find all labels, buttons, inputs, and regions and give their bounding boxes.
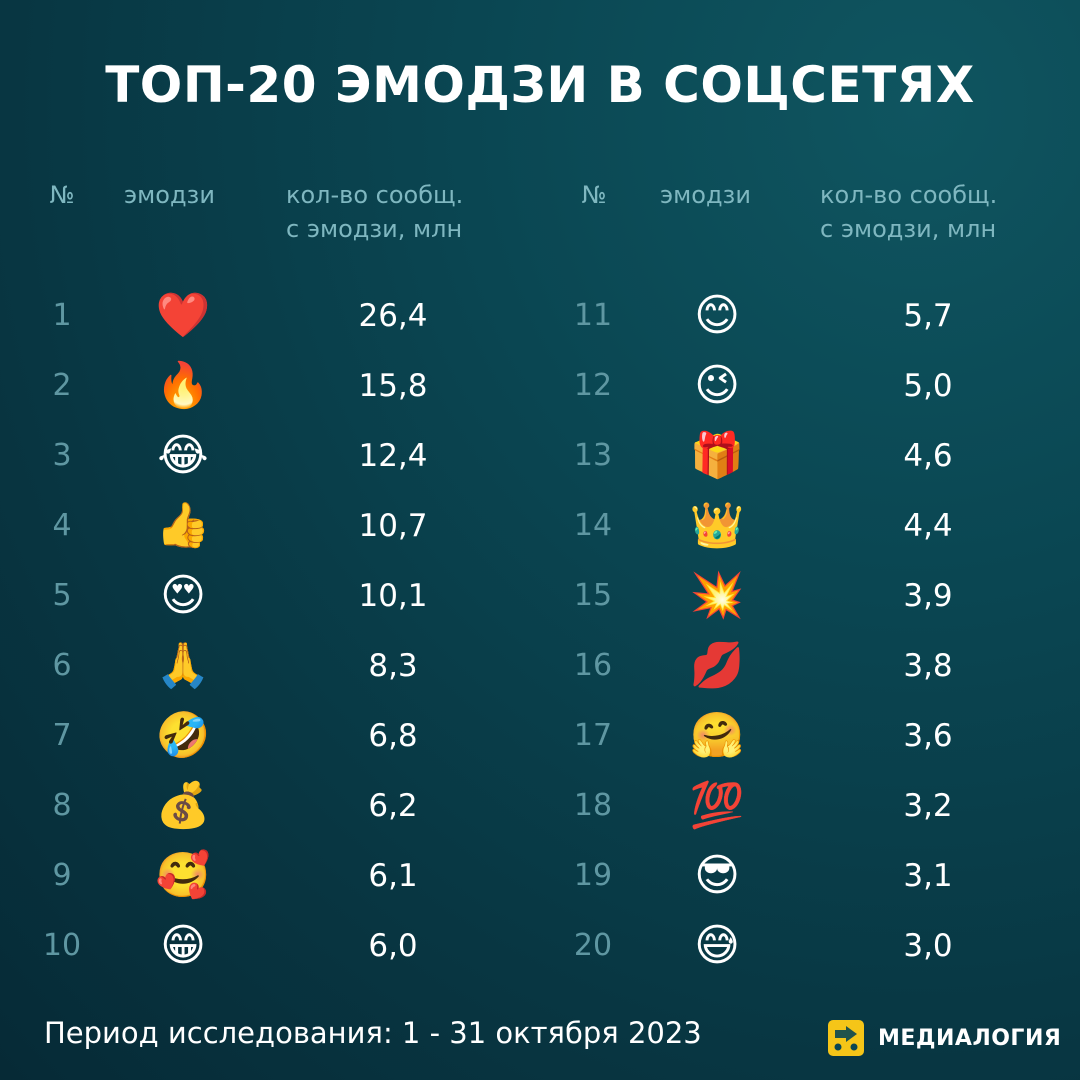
message-count: 3,8 bbox=[903, 648, 953, 684]
header-count-right-line1: кол-во сообщ. bbox=[820, 181, 998, 209]
rank-number: 12 bbox=[573, 368, 613, 403]
message-count: 10,1 bbox=[358, 578, 428, 614]
rank-number: 20 bbox=[573, 928, 613, 963]
message-count: 4,4 bbox=[903, 508, 953, 544]
rank-number: 13 bbox=[573, 438, 613, 473]
rank-number: 1 bbox=[52, 298, 72, 333]
rank-number: 9 bbox=[52, 858, 72, 893]
rank-number: 4 bbox=[52, 508, 72, 543]
message-count: 3,1 bbox=[903, 858, 953, 894]
medialogia-logo-icon bbox=[828, 1020, 864, 1056]
beaming-smile-emoji-icon: 😁 bbox=[160, 920, 206, 971]
rank-number: 19 bbox=[573, 858, 613, 893]
rank-number: 16 bbox=[573, 648, 613, 683]
fire-emoji-icon: 🔥 bbox=[155, 360, 211, 411]
rank-number: 8 bbox=[52, 788, 72, 823]
rank-number: 17 bbox=[573, 718, 613, 753]
message-count: 3,9 bbox=[903, 578, 953, 614]
red-heart-emoji-icon: ❤️ bbox=[155, 290, 211, 341]
message-count: 15,8 bbox=[358, 368, 428, 404]
message-count: 6,2 bbox=[368, 788, 418, 824]
smiling-hearts-emoji-icon: 🥰 bbox=[155, 850, 211, 901]
header-num-left: № bbox=[49, 181, 75, 209]
sweat-smile-emoji-icon: 😅 bbox=[694, 920, 740, 971]
rank-number: 14 bbox=[573, 508, 613, 543]
message-count: 26,4 bbox=[358, 298, 428, 334]
header-count-left-line1: кол-во сообщ. bbox=[286, 181, 464, 209]
hugging-face-emoji-icon: 🤗 bbox=[689, 710, 745, 761]
folded-hands-emoji-icon: 🙏 bbox=[155, 640, 211, 691]
tears-of-joy-emoji-icon: 😂 bbox=[157, 430, 209, 481]
brand-name: МЕДИАЛОГИЯ bbox=[878, 1025, 1062, 1051]
rank-number: 5 bbox=[52, 578, 72, 613]
hundred-points-emoji-icon: 💯 bbox=[689, 780, 745, 831]
message-count: 12,4 bbox=[358, 438, 428, 474]
message-count: 3,6 bbox=[903, 718, 953, 754]
rank-number: 18 bbox=[573, 788, 613, 823]
rank-number: 15 bbox=[573, 578, 613, 613]
rank-number: 3 bbox=[52, 438, 72, 473]
message-count: 4,6 bbox=[903, 438, 953, 474]
header-emoji-right: эмодзи bbox=[660, 181, 751, 209]
rank-number: 2 bbox=[52, 368, 72, 403]
message-count: 5,7 bbox=[903, 298, 953, 334]
rank-number: 6 bbox=[52, 648, 72, 683]
message-count: 6,8 bbox=[368, 718, 418, 754]
rolling-laughing-emoji-icon: 🤣 bbox=[155, 710, 211, 761]
smiling-eyes-emoji-icon: 😊 bbox=[694, 290, 740, 341]
header-count-right-line2: с эмодзи, млн bbox=[820, 215, 997, 243]
message-count: 8,3 bbox=[368, 648, 418, 684]
crown-emoji-icon: 👑 bbox=[689, 500, 745, 551]
research-period: Период исследования: 1 - 31 октября 2023 bbox=[44, 1016, 702, 1050]
kiss-mark-emoji-icon: 💋 bbox=[689, 640, 745, 691]
brand: МЕДИАЛОГИЯ bbox=[828, 1020, 1061, 1056]
message-count: 5,0 bbox=[903, 368, 953, 404]
header-num-right: № bbox=[581, 181, 607, 209]
header-count-left-line2: с эмодзи, млн bbox=[286, 215, 463, 243]
money-bag-emoji-icon: 💰 bbox=[155, 780, 211, 831]
sunglasses-face-emoji-icon: 😎 bbox=[694, 850, 740, 901]
rank-number: 11 bbox=[573, 298, 613, 333]
message-count: 10,7 bbox=[358, 508, 428, 544]
gift-emoji-icon: 🎁 bbox=[689, 430, 745, 481]
collision-emoji-icon: 💥 bbox=[689, 570, 745, 621]
message-count: 3,0 bbox=[903, 928, 953, 964]
thumbs-up-emoji-icon: 👍 bbox=[155, 500, 211, 551]
message-count: 3,2 bbox=[903, 788, 953, 824]
heart-eyes-emoji-icon: 😍 bbox=[160, 570, 206, 621]
rank-number: 7 bbox=[52, 718, 72, 753]
winking-face-emoji-icon: 😉 bbox=[694, 360, 740, 411]
rank-number: 10 bbox=[42, 928, 82, 963]
message-count: 6,0 bbox=[368, 928, 418, 964]
message-count: 6,1 bbox=[368, 858, 418, 894]
page-title: ТОП-20 ЭМОДЗИ В СОЦСЕТЯХ bbox=[105, 56, 975, 114]
header-emoji-left: эмодзи bbox=[124, 181, 215, 209]
